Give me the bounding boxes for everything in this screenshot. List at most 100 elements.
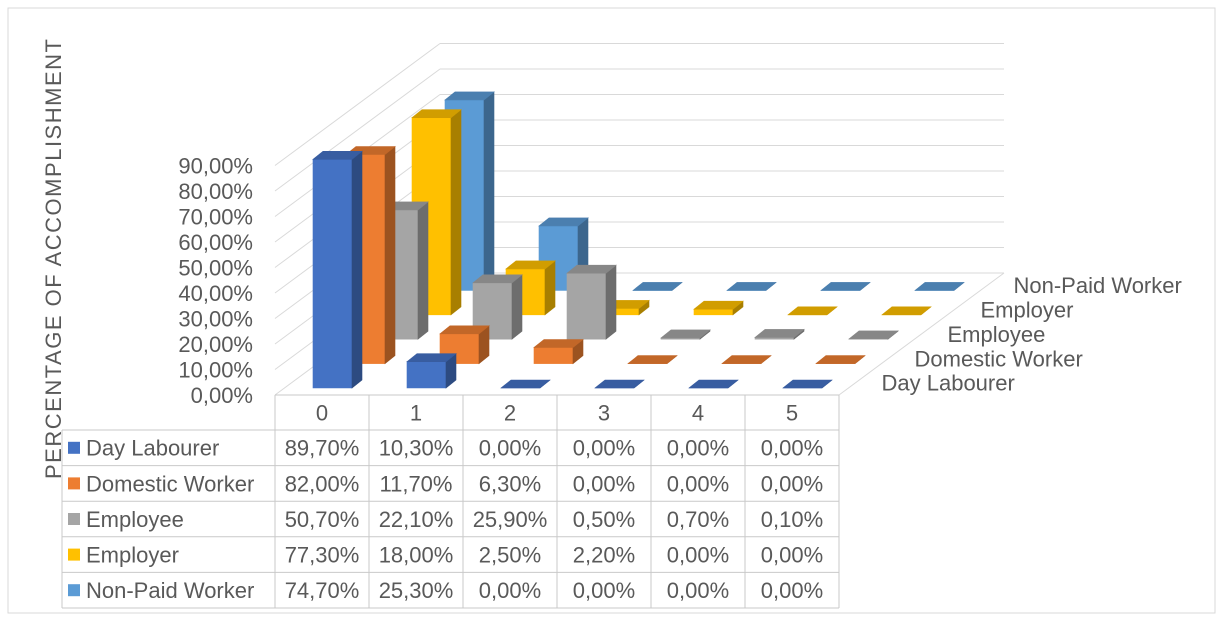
table-cell-value: 6,30%: [479, 471, 541, 496]
bar-front-face: [312, 159, 353, 389]
bar-non-paid-worker-3: [726, 282, 777, 291]
legend-label: Domestic Worker: [86, 471, 254, 496]
legend-label: Non-Paid Worker: [86, 578, 254, 603]
table-cell-value: 0,50%: [573, 507, 635, 532]
bar-top-face: [439, 325, 490, 335]
bar-employer-4: [787, 306, 838, 316]
legend-label: Employer: [86, 543, 179, 568]
legend-key: [68, 477, 80, 490]
table-row: Employer 77,30% 18,00% 2,50% 2,20% 0,00% 0,00%: [68, 543, 823, 568]
depth-axis-label: Employer: [981, 298, 1074, 323]
table-cell-value: 0,00%: [479, 578, 541, 603]
table-cell-value: 0,00%: [667, 578, 729, 603]
bar-side-face: [417, 201, 429, 340]
series-day-labourer: [312, 150, 833, 389]
table-cell-value: 10,30%: [379, 436, 454, 461]
y-axis-title: PERCENTAGE OF ACCOMPLISHMENT: [41, 39, 66, 479]
bar-day-labourer-1: [406, 353, 457, 389]
bar-top-face: [787, 306, 838, 316]
bar-non-paid-worker-2: [632, 282, 683, 291]
table-row: Day Labourer 89,70% 10,30% 0,00% 0,00% 0,00% 0…: [68, 436, 823, 461]
bar-front-face: [533, 347, 574, 364]
y-tick-label: 10,00%: [178, 357, 253, 382]
bar-top-face: [406, 353, 457, 363]
bar-front-face: [693, 308, 734, 316]
table-cell-value: 0,00%: [761, 436, 823, 461]
table-cell-value: 82,00%: [285, 471, 360, 496]
bar-employer-3: [693, 300, 744, 316]
bar-top-face: [411, 109, 462, 118]
bar-non-paid-worker-5: [914, 282, 965, 291]
bar-employee-2: [566, 264, 617, 340]
table-cell-value: 74,70%: [285, 578, 360, 603]
bar-top-face: [566, 264, 617, 274]
bar-non-paid-worker-4: [820, 282, 871, 291]
bar-side-face: [483, 91, 495, 292]
bar-top-face: [754, 329, 805, 338]
legend-label: Employee: [86, 507, 184, 532]
table-cell-value: 22,10%: [379, 507, 454, 532]
bar-front-face: [406, 361, 447, 389]
bar-employee-1: [472, 274, 523, 340]
bar-side-face: [450, 109, 462, 316]
bar-top-face: [726, 282, 777, 291]
category-label: 0: [316, 400, 328, 425]
category-label: 3: [598, 400, 610, 425]
table-cell-value: 0,00%: [573, 436, 635, 461]
table-cell-value: 2,50%: [479, 543, 541, 568]
bar-domestic-worker-2: [533, 338, 584, 365]
bar-day-labourer-4: [688, 379, 739, 389]
table-cell-value: 0,00%: [667, 436, 729, 461]
bar-employee-4: [754, 328, 805, 340]
bar-day-labourer-5: [782, 379, 833, 389]
bar-top-face: [444, 91, 495, 101]
bar-top-face: [627, 355, 678, 364]
bar-employer-5: [881, 306, 932, 316]
y-tick-label: 50,00%: [178, 255, 253, 280]
table-cell-value: 0,00%: [761, 543, 823, 568]
bar-top-face: [820, 282, 871, 291]
table-cell-value: 0,00%: [573, 471, 635, 496]
bar-top-face: [721, 355, 772, 364]
bar-top-face: [782, 379, 833, 389]
table-cell-value: 0,00%: [667, 471, 729, 496]
table-cell-value: 25,90%: [473, 507, 548, 532]
y-tick-label: 20,00%: [178, 332, 253, 357]
table-cell-value: 18,00%: [379, 543, 454, 568]
y-tick-label: 30,00%: [178, 306, 253, 331]
bar-top-face: [660, 329, 711, 339]
bar-top-face: [472, 274, 523, 284]
table-row: Domestic Worker 82,00% 11,70% 6,30% 0,00% 0,0…: [68, 471, 823, 496]
depth-axis-label: Employee: [948, 322, 1046, 347]
data-table: 0 1 2 3 4 5 Day Labourer 89,70% 10,30% 0,00% 0,00%…: [61, 394, 840, 609]
bar-top-face: [538, 217, 589, 227]
bar-front-face: [566, 272, 607, 340]
bar-domestic-worker-3: [627, 355, 678, 364]
side-wall-gridline: [274, 68, 441, 192]
bar-top-face: [688, 379, 739, 389]
bar-domestic-worker-4: [721, 355, 772, 364]
depth-axis-label: Day Labourer: [882, 371, 1015, 396]
bar-day-labourer-0: [312, 150, 363, 389]
table-cell-value: 2,20%: [573, 543, 635, 568]
bar-side-face: [544, 260, 556, 316]
bar-top-face: [914, 282, 965, 291]
chart-bars: [312, 91, 965, 389]
bar-side-face: [511, 274, 523, 340]
legend-key: [68, 441, 80, 454]
legend-label: Day Labourer: [86, 436, 219, 461]
table-cell-value: 0,70%: [667, 507, 729, 532]
y-tick-label: 60,00%: [178, 230, 253, 255]
bar-top-face: [312, 151, 363, 160]
y-tick-label: 40,00%: [178, 281, 253, 306]
bar-top-face: [881, 306, 932, 316]
legend-key: [68, 548, 80, 561]
bar-top-face: [505, 260, 556, 270]
table-cell-value: 89,70%: [285, 436, 360, 461]
y-tick-label: 70,00%: [178, 204, 253, 229]
bar-top-face: [594, 379, 645, 389]
bar-top-face: [848, 330, 899, 340]
y-tick-label: 80,00%: [178, 179, 253, 204]
bar-top-face: [533, 339, 584, 348]
